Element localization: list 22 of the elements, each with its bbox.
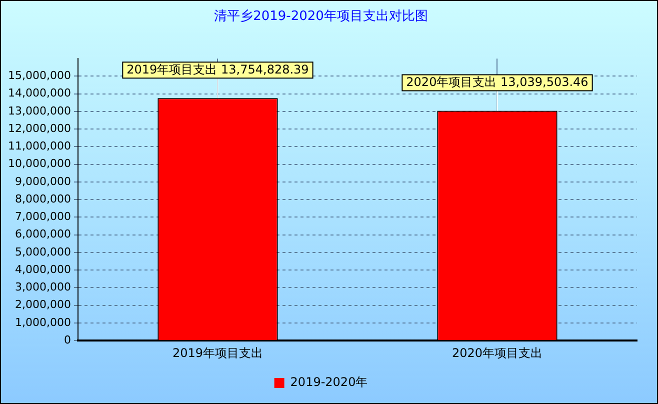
y-tick-label: 6,000,000 [14,228,71,241]
x-tick-label: 2019年项目支出 [172,346,264,360]
y-tick-label: 11,000,000 [8,140,71,153]
legend-label: 2019-2020年 [290,375,368,390]
y-tick-label: 5,000,000 [14,245,71,258]
y-tick-label: 2,000,000 [14,298,71,312]
y-tick-label: 14,000,000 [8,86,71,100]
y-tick-label: 3,000,000 [14,280,71,294]
x-tick-label: 2020年项目支出 [452,346,543,360]
annotation: 2019年项目支出 13,754,828.39 [126,62,309,76]
y-tick-label: 9,000,000 [14,174,71,188]
y-tick-label: 7,000,000 [14,210,71,224]
y-tick-label: 10,000,000 [8,157,71,170]
y-tick-label: 1,000,000 [14,316,71,329]
y-tick-label: 0 [64,333,71,346]
y-tick-label: 8,000,000 [14,192,71,206]
annotation: 2020年项目支出 13,039,503.46 [406,74,588,89]
chart-title: 清平乡2019-2020年项目支出对比图 [214,9,428,24]
y-tick-label: 15,000,000 [8,69,71,82]
y-tick-label: 13,000,000 [8,104,71,118]
y-tick-label: 4,000,000 [14,262,71,276]
y-tick-label: 12,000,000 [8,122,71,135]
